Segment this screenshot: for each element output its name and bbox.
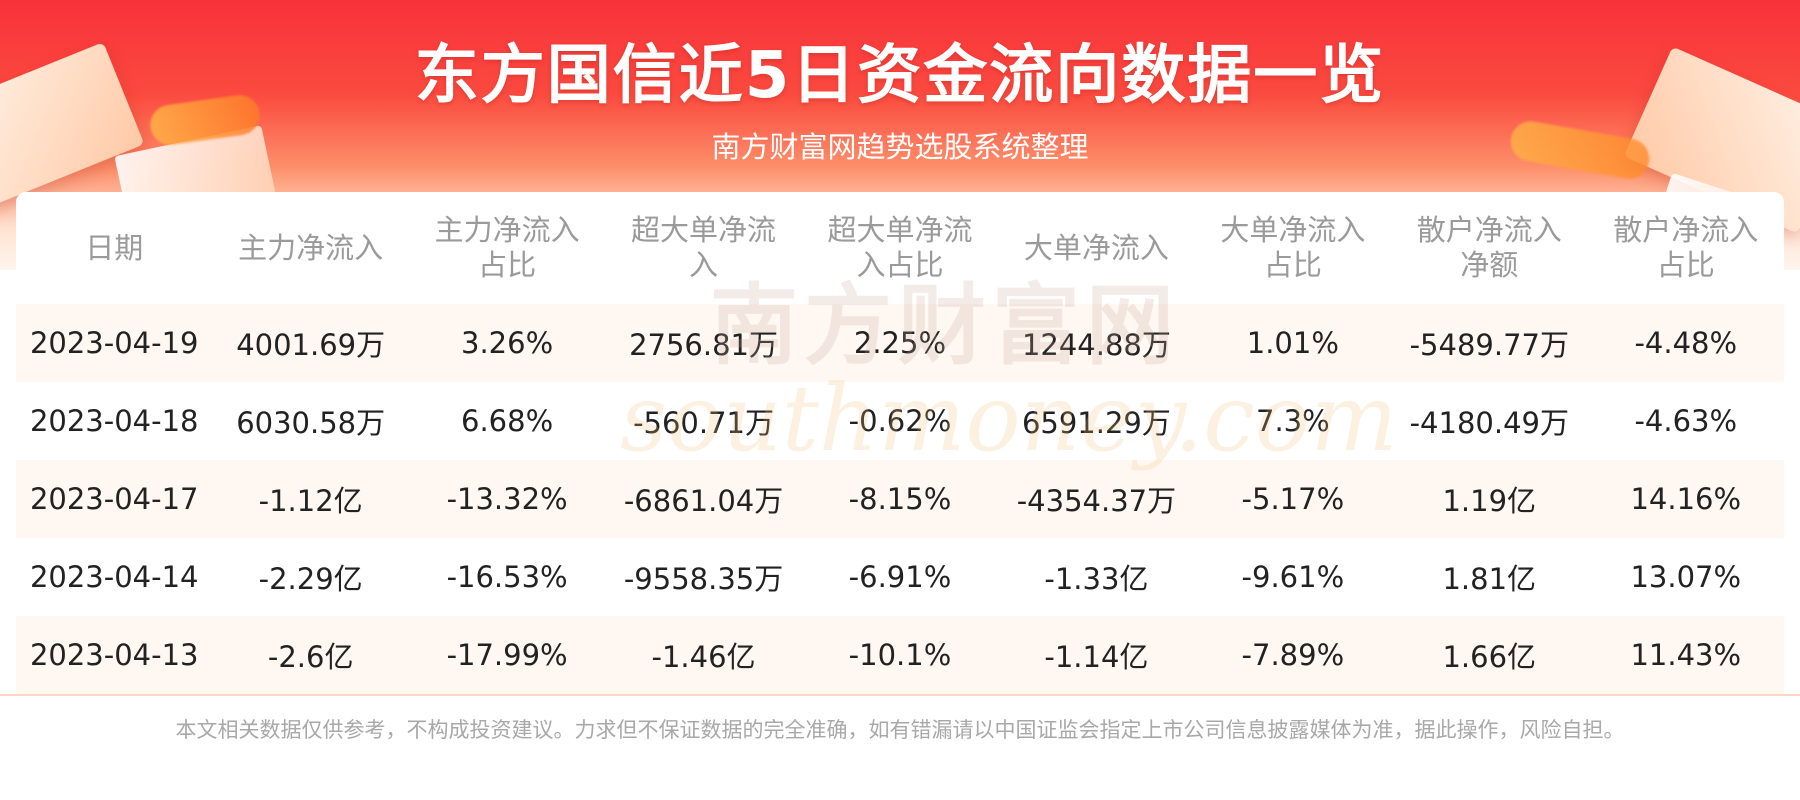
table-cell: 2756.81万 bbox=[605, 304, 802, 382]
column-header: 超大单净流入 bbox=[631, 213, 777, 282]
table-cell: 1.19亿 bbox=[1391, 460, 1588, 538]
table-card bbox=[16, 192, 1784, 686]
table-cell: -0.62% bbox=[848, 404, 952, 438]
column-header: 散户净流入 净额 bbox=[1416, 213, 1562, 282]
footer-divider bbox=[0, 694, 1800, 696]
table-cell: -4.63% bbox=[1634, 404, 1738, 438]
table-row: 2023-04-13 -2.6亿 -17.99% -1.46亿 -10.1% -… bbox=[16, 616, 1784, 694]
table-cell: -9558.35万 bbox=[623, 562, 784, 596]
table-cell: -16.53% bbox=[446, 560, 568, 594]
table-cell: -13.32% bbox=[408, 460, 606, 538]
table-cell: 2023-04-18 bbox=[29, 404, 199, 438]
table-cell: 2.25% bbox=[801, 304, 999, 382]
table-cell: -2.29亿 bbox=[258, 562, 363, 596]
table-cell: 11.43% bbox=[1587, 616, 1784, 694]
table-cell: -4354.37万 bbox=[998, 460, 1195, 538]
table-row: 2023-04-17 -1.12亿 -13.32% -6861.04万 -8.1… bbox=[16, 460, 1784, 538]
table-cell: -6.91% bbox=[848, 560, 952, 594]
column-header: 主力净流入 占比 bbox=[434, 213, 580, 282]
table-cell: 1.01% bbox=[1194, 304, 1392, 382]
table-cell: -9.61% bbox=[1241, 560, 1345, 594]
column-header: 散户净流入 占比 bbox=[1613, 213, 1759, 282]
table-cell: -6861.04万 bbox=[605, 460, 802, 538]
table-cell: -1.46亿 bbox=[605, 616, 802, 694]
column-header: 日期 bbox=[85, 230, 144, 265]
table-row: 2023-04-14 -2.29亿 -16.53% -9558.35万 -6.9… bbox=[16, 538, 1784, 616]
disclaimer-text: 本文相关数据仅供参考，不构成投资建议。力求但不保证数据的完全准确，如有错漏请以中… bbox=[175, 718, 1625, 742]
table-cell: 2023-04-19 bbox=[16, 304, 213, 382]
table-row: 2023-04-19 4001.69万 3.26% 2756.81万 2.25%… bbox=[16, 304, 1784, 382]
table-cell: -10.1% bbox=[801, 616, 999, 694]
table-cell: -17.99% bbox=[408, 616, 606, 694]
table-cell: 14.16% bbox=[1587, 460, 1784, 538]
table-cell: -5.17% bbox=[1194, 460, 1392, 538]
table-cell: 6.68% bbox=[461, 404, 554, 438]
table-cell: -4.48% bbox=[1587, 304, 1784, 382]
table-cell: -1.12亿 bbox=[212, 460, 409, 538]
column-header: 超大单净流 入占比 bbox=[827, 213, 973, 282]
table-header-row: 日期 主力净流入 主力净流入 占比 超大单净流入 超大单净流 入占比 大单净流入 大… bbox=[16, 192, 1784, 304]
table-cell: 2023-04-17 bbox=[16, 460, 213, 538]
table-cell: -2.6亿 bbox=[212, 616, 409, 694]
column-header: 大单净流入 bbox=[1023, 230, 1169, 265]
table-cell: -4180.49万 bbox=[1409, 406, 1569, 440]
table-cell: 2023-04-13 bbox=[16, 616, 213, 694]
table-cell: 1244.88万 bbox=[998, 304, 1195, 382]
table-cell: 3.26% bbox=[408, 304, 606, 382]
table-row: 2023-04-18 6030.58万 6.68% -560.71万 -0.62… bbox=[16, 382, 1784, 460]
table-cell: -1.14亿 bbox=[998, 616, 1195, 694]
table-cell: 6591.29万 bbox=[1021, 406, 1171, 440]
table-cell: 4001.69万 bbox=[212, 304, 409, 382]
table-cell: -560.71万 bbox=[633, 406, 774, 440]
table-cell: -5489.77万 bbox=[1391, 304, 1588, 382]
table-cell: -8.15% bbox=[801, 460, 999, 538]
column-header: 主力净流入 bbox=[238, 230, 384, 265]
table-cell: 1.81亿 bbox=[1442, 562, 1537, 596]
table-cell: -7.89% bbox=[1194, 616, 1392, 694]
column-header: 大单净流入 占比 bbox=[1220, 213, 1366, 282]
table-cell: 1.66亿 bbox=[1391, 616, 1588, 694]
table-cell: 13.07% bbox=[1630, 560, 1742, 594]
table-cell: 6030.58万 bbox=[236, 406, 386, 440]
page-title: 东方国信近5日资金流向数据一览 bbox=[414, 39, 1386, 113]
table-cell: 2023-04-14 bbox=[29, 560, 199, 594]
table-cell: 7.3% bbox=[1256, 404, 1330, 438]
table-cell: -1.33亿 bbox=[1044, 562, 1149, 596]
page-subtitle: 南方财富网趋势选股系统整理 bbox=[711, 130, 1089, 164]
fund-flow-table: 日期 主力净流入 主力净流入 占比 超大单净流入 超大单净流 入占比 大单净流入 大… bbox=[16, 192, 1784, 694]
